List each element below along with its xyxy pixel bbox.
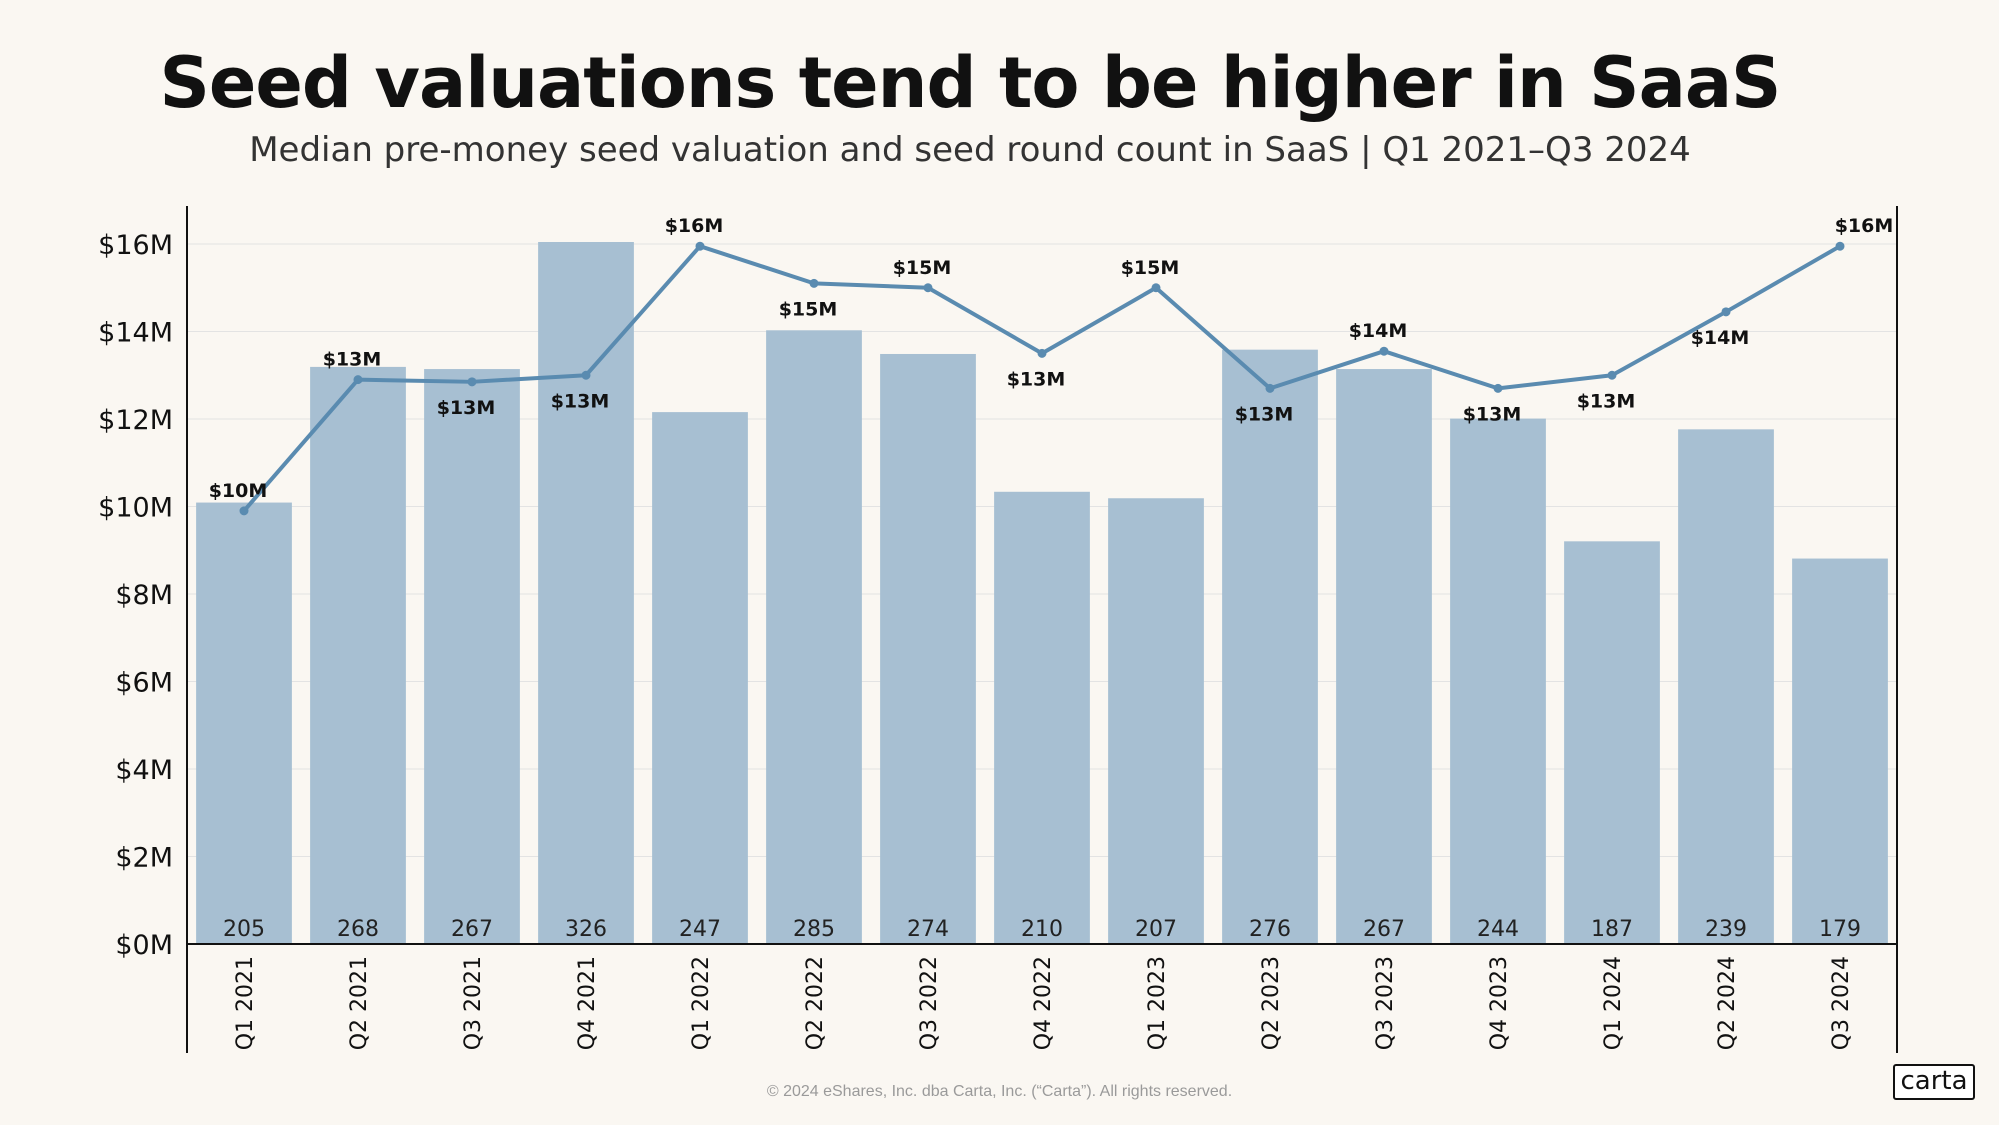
x-tick-label: Q1 2023	[1145, 956, 1170, 1050]
valuation-point	[1835, 241, 1845, 251]
x-tick-label: Q4 2022	[1031, 956, 1056, 1050]
bar	[1678, 429, 1774, 944]
valuation-point	[923, 283, 933, 293]
valuation-data-label: $13M	[1235, 403, 1294, 425]
valuation-data-label: $16M	[665, 215, 724, 237]
valuation-point	[1037, 348, 1047, 358]
chart-title: Seed valuations tend to be higher in Saa…	[159, 42, 1782, 124]
bar-count-labels: 205 268 267 326 247 285 274 210 207 276 267 244 187 2…	[223, 917, 1861, 942]
bar	[424, 369, 520, 944]
bar	[1792, 558, 1888, 944]
valuation-data-label: $15M	[1121, 257, 1180, 279]
bar	[652, 412, 748, 944]
x-axis: Q1 2021 Q2 2021 Q3 2021 Q4 2021 Q1 2022 Q2 20…	[186, 206, 1898, 1053]
valuation-point	[809, 278, 819, 288]
copyright-footer: © 2024 eShares, Inc. dba Carta, Inc. (“C…	[766, 1083, 1233, 1100]
bar	[766, 330, 862, 944]
valuation-point	[1265, 383, 1275, 393]
bar-count-label: 326	[565, 917, 607, 942]
valuation-point	[1607, 370, 1617, 380]
valuation-data-label: $15M	[779, 298, 838, 320]
y-tick-label: $4M	[115, 755, 173, 786]
valuation-point	[1721, 307, 1731, 317]
bar	[538, 242, 634, 944]
bar	[1336, 369, 1432, 944]
valuation-point	[353, 375, 363, 385]
x-tick-label: Q1 2022	[689, 956, 714, 1050]
valuation-point	[581, 370, 591, 380]
bar-count-label: 268	[337, 917, 379, 942]
x-tick-label: Q2 2024	[1715, 956, 1740, 1050]
valuation-data-label: $13M	[323, 349, 382, 371]
bar-count-label: 274	[907, 917, 949, 942]
x-tick-label: Q3 2024	[1829, 956, 1854, 1050]
y-axis: $0M $2M $4M $6M $8M $10M $12M $14M $16M	[98, 230, 173, 961]
x-tick-label: Q3 2022	[917, 956, 942, 1050]
y-tick-label: $16M	[98, 230, 173, 261]
bar	[1222, 349, 1318, 944]
bar	[1564, 541, 1660, 944]
x-tick-label: Q4 2023	[1487, 956, 1512, 1050]
y-tick-label: $2M	[115, 843, 173, 874]
y-tick-label: $6M	[115, 668, 173, 699]
bar-count-label: 276	[1249, 917, 1291, 942]
x-tick-label: Q4 2021	[575, 956, 600, 1050]
bar	[196, 502, 292, 944]
bar-count-label: 239	[1705, 917, 1747, 942]
x-tick-label: Q1 2024	[1601, 956, 1626, 1050]
valuation-point	[239, 506, 249, 516]
x-tick-label: Q2 2022	[803, 956, 828, 1050]
y-tick-label: $10M	[98, 493, 173, 524]
x-tick-label: Q2 2023	[1259, 956, 1284, 1050]
valuation-line: $10M $13M $13M $13M $16M $15M $15M $13M $15M $13M…	[209, 215, 1894, 516]
bar-count-label: 179	[1819, 917, 1861, 942]
bar	[994, 491, 1090, 944]
valuation-data-label: $16M	[1835, 215, 1894, 237]
y-tick-label: $14M	[98, 318, 173, 349]
x-tick-label: Q2 2021	[347, 956, 372, 1050]
x-tick-label: Q1 2021	[233, 956, 258, 1050]
bars	[196, 242, 1888, 945]
carta-logo: carta	[1893, 1064, 1975, 1100]
chart-canvas: 205 268 267 326 247 285 274 210 207 276 267 244 187 2…	[98, 206, 1898, 1055]
valuation-data-label: $13M	[437, 397, 496, 419]
bar-count-label: 207	[1135, 917, 1177, 942]
valuation-point	[1151, 283, 1161, 293]
valuation-data-label: $13M	[1577, 390, 1636, 412]
bar	[1450, 418, 1546, 945]
bar-count-label: 267	[451, 917, 493, 942]
valuation-data-label: $14M	[1349, 320, 1408, 342]
bar-count-label: 210	[1021, 917, 1063, 942]
valuation-data-label: $13M	[1463, 403, 1522, 425]
valuation-point	[467, 377, 477, 387]
bar-count-label: 247	[679, 917, 721, 942]
bar-count-label: 285	[793, 917, 835, 942]
y-tick-label: $0M	[115, 930, 173, 961]
bar-count-label: 187	[1591, 917, 1633, 942]
chart-subtitle: Median pre-money seed valuation and seed…	[249, 130, 1691, 170]
bar-count-label: 267	[1363, 917, 1405, 942]
valuation-data-label: $10M	[209, 480, 268, 502]
bar-count-label: 244	[1477, 917, 1519, 942]
y-tick-label: $8M	[115, 580, 173, 611]
bar	[310, 366, 406, 944]
x-tick-label: Q3 2021	[461, 956, 486, 1050]
valuation-data-label: $14M	[1691, 327, 1750, 349]
bar	[880, 353, 976, 944]
bar	[1108, 498, 1204, 944]
valuation-data-label: $13M	[551, 390, 610, 412]
valuation-data-label: $15M	[893, 257, 952, 279]
bar-count-label: 205	[223, 917, 265, 942]
x-tick-label: Q3 2023	[1373, 956, 1398, 1050]
valuation-point	[1379, 346, 1389, 356]
valuation-point	[1493, 383, 1503, 393]
valuation-point	[695, 241, 705, 251]
y-tick-label: $12M	[98, 405, 173, 436]
valuation-data-label: $13M	[1007, 368, 1066, 390]
